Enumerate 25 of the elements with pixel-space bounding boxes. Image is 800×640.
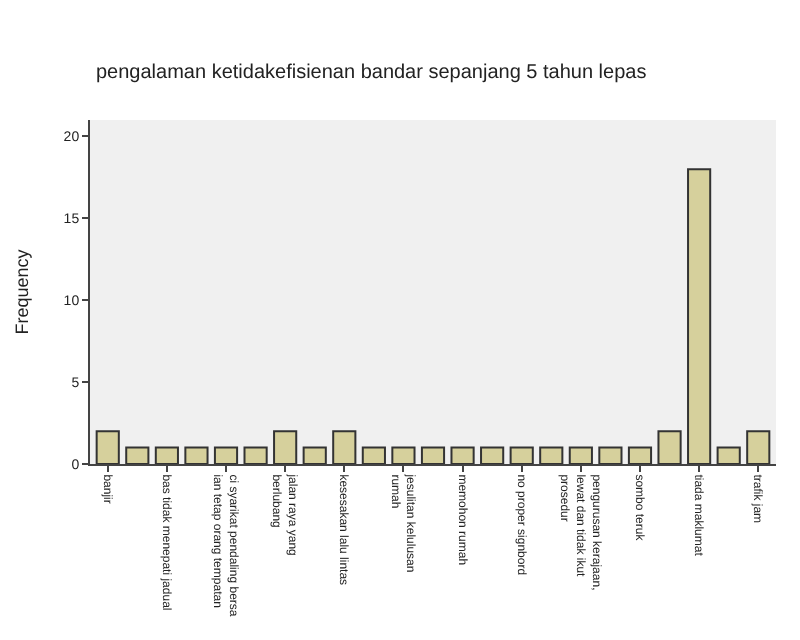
bar (746, 430, 771, 464)
bar (243, 446, 268, 464)
bar (716, 446, 741, 464)
bar (361, 446, 386, 464)
bar (598, 446, 623, 464)
bar (391, 446, 416, 464)
bar (420, 446, 446, 464)
bar (568, 446, 593, 464)
bar (332, 430, 357, 464)
bar (302, 446, 327, 464)
y-axis-title: Frequency (12, 248, 33, 335)
bar (184, 446, 209, 464)
bar (657, 430, 682, 464)
bar (480, 446, 505, 464)
bar (450, 446, 475, 464)
chart-title: pengalaman ketidakefisienan bandar sepanjang 5 tahun lepas (96, 62, 647, 84)
bar (509, 446, 534, 464)
bar (539, 446, 564, 464)
bar (687, 168, 712, 464)
bar (95, 430, 120, 464)
bar (154, 446, 179, 464)
bar (125, 446, 150, 464)
bar (627, 446, 653, 464)
bar (273, 430, 298, 464)
bar (213, 446, 239, 464)
